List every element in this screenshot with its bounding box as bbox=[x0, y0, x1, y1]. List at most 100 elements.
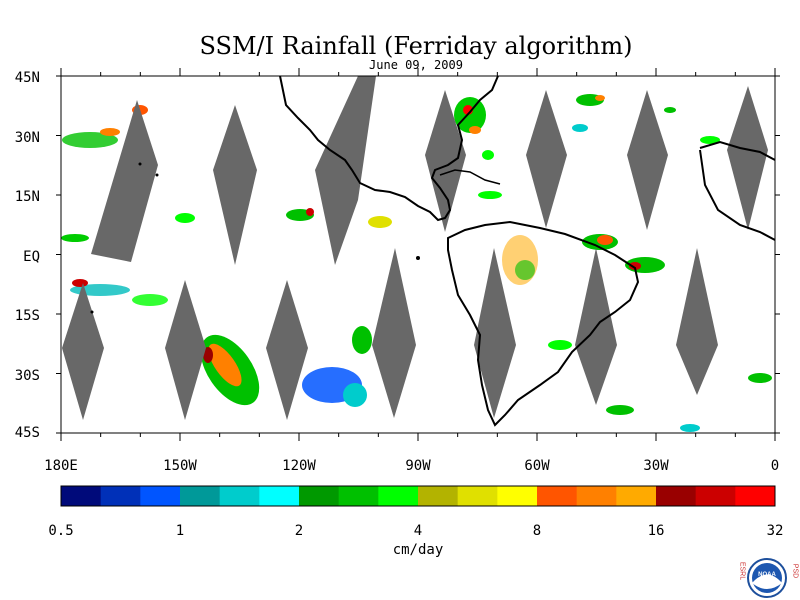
islands bbox=[90, 162, 420, 314]
swath-gap bbox=[372, 248, 416, 418]
rain-patch bbox=[680, 424, 700, 432]
africa-coast-west bbox=[699, 149, 776, 241]
colorbar-tick-label: 8 bbox=[533, 523, 541, 539]
caribbean-islands bbox=[439, 169, 501, 185]
latitude-labels: 45N 30N 15N EQ 15S 30S 45S bbox=[15, 70, 40, 441]
rain-patch bbox=[478, 191, 502, 199]
longitude-labels: 180E 150W 120W 90W 60W 30W 0 bbox=[44, 458, 779, 474]
colorbar-swatch bbox=[259, 486, 300, 506]
rain-patch bbox=[208, 343, 242, 387]
rain-patch bbox=[597, 235, 613, 245]
swath-gap bbox=[727, 86, 768, 230]
swath-gaps bbox=[62, 76, 768, 420]
rain-patch bbox=[700, 136, 720, 144]
rain-patches bbox=[61, 94, 772, 432]
colorbar-tick-label: 16 bbox=[648, 523, 665, 539]
rain-patch bbox=[469, 126, 481, 134]
swath-gap bbox=[266, 280, 308, 420]
swath-gap bbox=[213, 105, 257, 265]
colorbar-swatch bbox=[299, 486, 340, 506]
rain-patch bbox=[454, 97, 486, 133]
rain-patch bbox=[343, 383, 367, 407]
rain-patch bbox=[306, 208, 314, 216]
colorbar-swatch bbox=[61, 486, 102, 506]
colorbar-tick-label: 0.5 bbox=[48, 523, 73, 539]
swath-gap bbox=[627, 90, 668, 230]
colorbar-swatch bbox=[140, 486, 181, 506]
colorbar-swatch bbox=[180, 486, 221, 506]
rain-patch bbox=[72, 279, 88, 287]
logo-right-text: PSD bbox=[792, 564, 799, 578]
lat-label: 30S bbox=[15, 368, 40, 384]
swath-gap bbox=[526, 90, 567, 228]
lat-label: 45S bbox=[15, 425, 40, 441]
colorbar-swatch bbox=[537, 486, 578, 506]
colorbar-swatch bbox=[695, 486, 736, 506]
colorbar-tick-label: 4 bbox=[414, 523, 422, 539]
map-area bbox=[56, 68, 780, 441]
swath-gap bbox=[91, 100, 158, 262]
rain-patch bbox=[132, 294, 168, 306]
map-ticks bbox=[56, 68, 780, 441]
lat-label: 15N bbox=[15, 189, 40, 205]
lon-label: 60W bbox=[524, 458, 550, 474]
rain-patch bbox=[606, 405, 634, 415]
rain-patch bbox=[368, 216, 392, 228]
colorbar-swatch bbox=[418, 486, 459, 506]
lat-label: 30N bbox=[15, 130, 40, 146]
map-background bbox=[61, 76, 775, 433]
rain-patch bbox=[629, 262, 641, 270]
noaa-logo-bird bbox=[752, 574, 782, 589]
colorbar-swatch bbox=[457, 486, 498, 506]
rain-patch bbox=[100, 128, 120, 136]
rain-patch bbox=[352, 326, 372, 354]
africa-coast-north bbox=[699, 140, 776, 161]
rain-patch bbox=[61, 234, 89, 242]
island bbox=[416, 256, 420, 260]
colorbar-frame bbox=[60, 485, 776, 507]
colorbar-swatch bbox=[576, 486, 617, 506]
coastlines bbox=[279, 75, 776, 427]
colorbar-swatch bbox=[100, 486, 141, 506]
rain-patch bbox=[664, 107, 676, 113]
lat-label: EQ bbox=[23, 249, 40, 265]
colorbar-tick-label: 1 bbox=[176, 523, 184, 539]
colorbar-tick-label: 2 bbox=[295, 523, 303, 539]
colorbar-unit-label: cm/day bbox=[393, 542, 444, 558]
swath-gap bbox=[474, 248, 516, 418]
swath-gap bbox=[165, 280, 206, 420]
rain-patch bbox=[748, 373, 772, 383]
lat-label: 45N bbox=[15, 70, 40, 86]
colorbar-swatch bbox=[656, 486, 697, 506]
rain-patch bbox=[62, 132, 118, 148]
map-date: June 09, 2009 bbox=[369, 58, 463, 72]
lat-label: 15S bbox=[15, 308, 40, 324]
logo-left-text: ESRL bbox=[739, 562, 746, 580]
noaa-logo: NOAA ESRL PSD bbox=[739, 558, 799, 598]
rain-patch bbox=[175, 213, 195, 223]
colorbar-swatch bbox=[338, 486, 379, 506]
rain-patch bbox=[595, 95, 605, 101]
colorbar-swatch bbox=[735, 486, 776, 506]
lon-label: 90W bbox=[405, 458, 431, 474]
map-title: SSM/I Rainfall (Ferriday algorithm) bbox=[199, 32, 632, 60]
lon-label: 120W bbox=[282, 458, 316, 474]
rain-patch bbox=[203, 347, 213, 363]
lon-label: 30W bbox=[643, 458, 669, 474]
lon-label: 150W bbox=[163, 458, 197, 474]
rain-patch bbox=[572, 124, 588, 132]
south-america-coast bbox=[447, 220, 640, 427]
rain-patch bbox=[515, 260, 535, 280]
island bbox=[138, 162, 142, 166]
colorbar bbox=[61, 486, 776, 506]
swath-gap bbox=[676, 248, 718, 395]
north-america-coast bbox=[279, 75, 499, 222]
island bbox=[90, 310, 94, 314]
island bbox=[155, 173, 159, 177]
colorbar-swatch bbox=[378, 486, 419, 506]
lon-label: 180E bbox=[44, 458, 78, 474]
colorbar-swatch bbox=[616, 486, 657, 506]
colorbar-swatch bbox=[219, 486, 260, 506]
rain-patch bbox=[548, 340, 572, 350]
